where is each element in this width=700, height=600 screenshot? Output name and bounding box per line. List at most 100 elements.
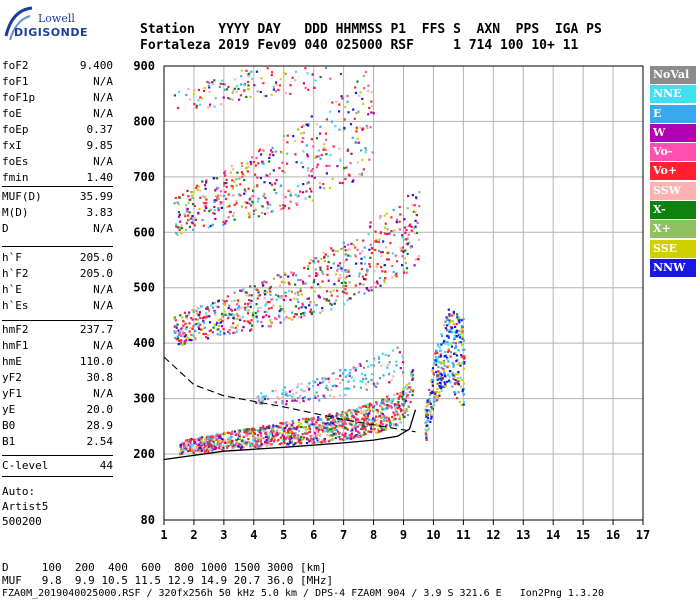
- y-tick-label: 80: [141, 513, 155, 527]
- echo-point: [248, 72, 251, 75]
- echo-point: [306, 437, 309, 441]
- echo-point: [176, 335, 179, 338]
- echo-point: [285, 316, 288, 319]
- echo-point: [360, 427, 363, 431]
- echo-point: [259, 446, 262, 449]
- echo-point: [376, 382, 379, 385]
- echo-point: [441, 376, 444, 379]
- echo-point: [188, 448, 191, 451]
- header-values: Fortaleza 2019 Fev09 040 025000 RSF 1 71…: [140, 38, 579, 53]
- artist-code: 500200: [2, 515, 42, 528]
- echo-point: [278, 432, 281, 435]
- echo-point: [293, 427, 296, 430]
- echo-point: [243, 201, 247, 204]
- echo-point: [286, 162, 289, 165]
- echo-point: [296, 298, 299, 301]
- echo-point: [208, 210, 211, 213]
- echo-point: [203, 209, 206, 212]
- echo-point: [293, 315, 296, 318]
- echo-point: [282, 298, 285, 302]
- echo-point: [305, 190, 308, 193]
- echo-point: [346, 249, 349, 252]
- echo-point: [324, 425, 327, 428]
- echo-point: [255, 444, 258, 447]
- echo-point: [211, 302, 215, 305]
- echo-point: [369, 243, 372, 246]
- param-name: h`Es: [2, 299, 29, 312]
- echo-point: [403, 408, 406, 411]
- echo-point: [414, 225, 417, 228]
- echo-point: [196, 184, 199, 187]
- echo-point: [285, 424, 288, 427]
- echo-point: [323, 187, 326, 190]
- echo-point: [289, 441, 292, 444]
- echo-point: [358, 272, 361, 275]
- echo-point: [300, 306, 303, 309]
- echo-point: [225, 88, 229, 91]
- echo-point: [180, 339, 183, 342]
- echo-point: [246, 305, 250, 308]
- echo-point: [310, 312, 313, 316]
- echo-point: [201, 97, 204, 100]
- echo-point: [265, 435, 268, 438]
- echo-point: [226, 442, 229, 445]
- echo-point: [250, 328, 253, 331]
- echo-point: [363, 256, 366, 259]
- echo-point: [382, 415, 385, 418]
- echo-point: [222, 302, 225, 305]
- echo-point: [345, 253, 348, 256]
- echo-point: [283, 442, 286, 445]
- echo-point: [311, 441, 314, 444]
- echo-point: [240, 317, 243, 320]
- echo-point: [227, 216, 230, 219]
- echo-point: [215, 199, 218, 202]
- echo-point: [379, 414, 382, 417]
- param-name: fmin: [2, 171, 29, 184]
- echo-point: [237, 193, 241, 196]
- echo-point: [336, 165, 339, 168]
- echo-point: [360, 267, 363, 271]
- echo-point: [337, 264, 340, 267]
- echo-point: [372, 407, 375, 410]
- echo-point: [357, 291, 360, 294]
- echo-point: [366, 423, 369, 426]
- echo-point: [451, 385, 454, 388]
- echo-point: [262, 82, 265, 85]
- echo-point: [246, 162, 249, 165]
- echo-point: [252, 202, 255, 205]
- echo-point: [343, 438, 346, 441]
- echo-point: [336, 289, 339, 292]
- param-name: yF2: [2, 371, 22, 384]
- echo-point: [216, 433, 219, 436]
- echo-point: [194, 308, 197, 312]
- echo-point: [309, 310, 312, 313]
- echo-point: [260, 320, 263, 324]
- echo-point: [287, 275, 290, 278]
- echo-point: [387, 258, 390, 261]
- x-tick-label: 16: [606, 528, 620, 542]
- echo-point: [240, 446, 243, 449]
- echo-point: [448, 375, 451, 378]
- echo-point: [306, 182, 309, 185]
- echo-point: [245, 201, 248, 204]
- echo-point: [297, 430, 301, 433]
- echo-point: [328, 394, 332, 397]
- echo-point: [345, 292, 348, 295]
- echo-point: [452, 374, 455, 377]
- echo-point: [408, 390, 411, 393]
- echo-point: [219, 206, 222, 210]
- echo-point: [300, 441, 303, 444]
- echo-point: [387, 398, 390, 401]
- echo-point: [333, 384, 336, 387]
- echo-point: [173, 94, 176, 97]
- echo-point: [405, 408, 408, 411]
- echo-point: [451, 361, 454, 364]
- echo-point: [361, 411, 364, 414]
- echo-point: [425, 412, 428, 415]
- echo-point: [278, 443, 281, 446]
- echo-point: [304, 67, 307, 70]
- legend: NoVal NNE E W Vo- Vo+ SSW X- X+ SSE NNW: [650, 66, 696, 278]
- echo-point: [311, 169, 314, 172]
- echo-point: [405, 395, 408, 398]
- echo-point: [227, 307, 230, 310]
